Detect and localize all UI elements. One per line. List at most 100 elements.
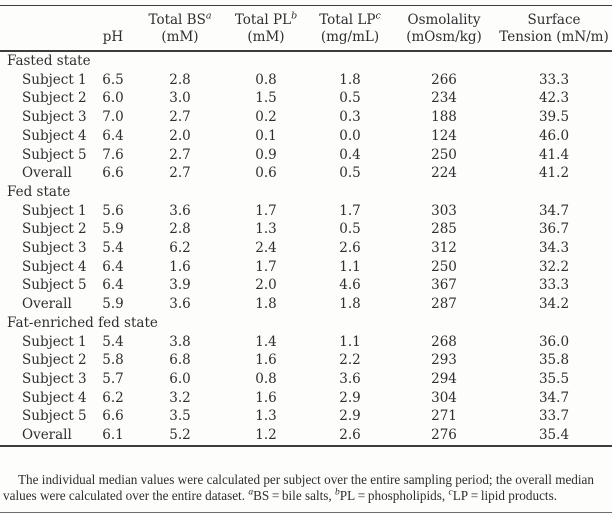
- cell-ph: 5.9: [102, 296, 124, 313]
- cell-surface-tension: 36.0: [538, 333, 570, 350]
- table-footnote: The individual median values were calcul…: [0, 472, 612, 504]
- cell-total-bs: 2.7: [169, 165, 191, 182]
- cell-surface-tension: 41.2: [538, 165, 570, 182]
- cell-ph: 5.9: [102, 221, 124, 238]
- table-row: Subject 4 6.2 3.2 1.6 2.9 304 34.7: [0, 389, 612, 408]
- col-header-unit: (mM): [161, 29, 199, 45]
- cell-total-pl: 2.4: [255, 240, 277, 257]
- col-header-label: Total BS: [148, 12, 206, 28]
- row-label: Subject 4: [22, 127, 87, 144]
- row-label: Subject 1: [22, 333, 87, 350]
- section-title: Fat-enriched fed state: [7, 314, 158, 331]
- row-label: Subject 5: [22, 277, 87, 294]
- cell-total-bs: 3.9: [169, 277, 191, 294]
- cell-ph: 6.0: [102, 90, 124, 107]
- cell-surface-tension: 46.0: [538, 127, 570, 144]
- cell-ph: 5.6: [102, 202, 124, 219]
- cell-total-lp: 0.5: [339, 165, 361, 182]
- footnote-text: BS = bile salts,: [253, 488, 336, 504]
- cell-osmolality: 266: [431, 71, 457, 88]
- cell-total-lp: 3.6: [339, 370, 361, 387]
- row-label: Subject 2: [22, 221, 87, 238]
- cell-total-pl: 1.3: [255, 408, 277, 425]
- table-row: Subject 3 5.7 6.0 0.8 3.6 294 35.5: [0, 370, 612, 389]
- cell-total-lp: 1.8: [339, 71, 361, 88]
- cell-osmolality: 276: [431, 427, 457, 444]
- cell-total-lp: 1.1: [339, 258, 361, 275]
- row-label: Subject 1: [22, 71, 87, 88]
- cell-osmolality: 367: [431, 277, 457, 294]
- footnote-mark-a: a: [248, 487, 254, 498]
- cell-total-pl: 1.4: [255, 333, 277, 350]
- cell-total-lp: 0.4: [339, 146, 361, 163]
- col-header-ph: pH: [90, 5, 136, 52]
- cell-surface-tension: 35.8: [538, 352, 570, 369]
- row-label: Subject 2: [22, 90, 87, 107]
- cell-ph: 6.4: [102, 258, 124, 275]
- header-row: pH Total BSa (mM) Total PLb (mM) Total L…: [0, 5, 612, 52]
- cell-ph: 6.1: [102, 427, 124, 444]
- footnote-mark-c: c: [448, 487, 453, 498]
- footnote-mark-c: c: [375, 10, 381, 22]
- cell-osmolality: 188: [431, 109, 457, 126]
- col-header-label: Total LP: [319, 12, 376, 28]
- cell-total-bs: 3.6: [169, 296, 191, 313]
- cell-osmolality: 293: [431, 352, 457, 369]
- footnote-mark-b: b: [335, 487, 340, 498]
- cell-total-bs: 5.2: [169, 427, 191, 444]
- cell-osmolality: 268: [431, 333, 457, 350]
- cell-total-lp: 0.5: [339, 221, 361, 238]
- table-row: Subject 5 6.6 3.5 1.3 2.9 271 33.7: [0, 407, 612, 426]
- cell-total-pl: 1.7: [255, 202, 277, 219]
- cell-surface-tension: 42.3: [538, 90, 570, 107]
- cell-total-lp: 0.5: [339, 90, 361, 107]
- cell-total-pl: 0.8: [255, 370, 277, 387]
- section-title: Fasted state: [7, 53, 91, 69]
- row-label: Subject 4: [22, 389, 87, 406]
- cell-total-pl: 1.3: [255, 221, 277, 238]
- section-header-fasted: Fasted state: [0, 51, 612, 71]
- cell-total-lp: 1.1: [339, 333, 361, 350]
- footnote-mark-a: a: [205, 10, 212, 22]
- col-header-total-pl: Total PLb (mM): [224, 5, 308, 52]
- cell-total-lp: 2.6: [339, 240, 361, 257]
- cell-total-lp: 0.3: [339, 109, 361, 126]
- cell-surface-tension: 34.7: [538, 202, 570, 219]
- cell-surface-tension: 32.2: [538, 258, 570, 275]
- cell-total-bs: 6.8: [169, 352, 191, 369]
- table-row: Subject 5 7.6 2.7 0.9 0.4 250 41.4: [0, 146, 612, 165]
- cell-total-pl: 1.2: [255, 427, 277, 444]
- section-header-fed: Fed state: [0, 183, 612, 202]
- footnote-mark-b: b: [291, 10, 298, 22]
- col-header-label: pH: [102, 29, 124, 45]
- row-label: Subject 5: [22, 146, 87, 163]
- cell-total-pl: 0.8: [255, 71, 277, 88]
- cell-ph: 5.4: [102, 240, 124, 257]
- cell-ph: 6.6: [102, 408, 124, 425]
- cell-total-bs: 3.6: [169, 202, 191, 219]
- footnote-text: LP = lipid products.: [452, 488, 558, 504]
- cell-total-bs: 3.2: [169, 389, 191, 406]
- cell-ph: 5.4: [102, 333, 124, 350]
- cell-osmolality: 303: [431, 202, 457, 219]
- col-header-label: Osmolality: [407, 12, 481, 28]
- cell-total-lp: 2.9: [339, 389, 361, 406]
- section-title: Fed state: [7, 183, 71, 200]
- col-header-label: Total PL: [234, 12, 292, 28]
- cell-total-pl: 0.1: [255, 127, 277, 144]
- row-label: Overall: [22, 427, 72, 444]
- row-label: Overall: [22, 296, 72, 313]
- cell-total-pl: 1.6: [255, 389, 277, 406]
- col-header-unit: (mg/mL): [320, 29, 380, 45]
- table-row-overall: Overall 6.6 2.7 0.6 0.5 224 41.2: [0, 164, 612, 183]
- table-row: Subject 3 5.4 6.2 2.4 2.6 312 34.3: [0, 239, 612, 258]
- table-row: Subject 3 7.0 2.7 0.2 0.3 188 39.5: [0, 108, 612, 127]
- cell-ph: 5.7: [102, 370, 124, 387]
- bottom-rule: [0, 512, 612, 513]
- col-header-surface-tension: Surface Tension (mN/m): [496, 5, 612, 52]
- col-header-unit: Tension (mN/m): [499, 29, 609, 45]
- cell-total-pl: 1.8: [255, 296, 277, 313]
- cell-surface-tension: 36.7: [538, 221, 570, 238]
- cell-osmolality: 285: [431, 221, 457, 238]
- cell-surface-tension: 34.3: [538, 240, 570, 257]
